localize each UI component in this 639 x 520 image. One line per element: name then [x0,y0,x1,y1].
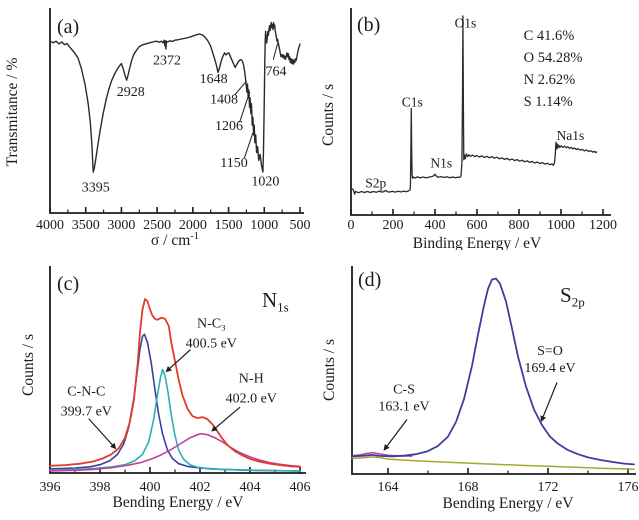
annotation-leader [215,406,241,429]
annotation-leader [239,91,251,123]
x-tick-label: 0 [348,218,355,233]
annotation-text: O 54.28% [524,50,583,66]
annotation-arrowhead [110,442,117,450]
panel-letter: (b) [357,14,380,36]
x-tick-label: 168 [458,480,479,495]
annotation-text: N1s [430,156,452,171]
x-tick-label: 500 [290,218,311,233]
series-xps-survey [350,15,598,195]
annotation-text: C-N-C [67,385,105,400]
x-tick-label: 398 [90,480,111,495]
x-tick-label: 3500 [72,218,100,233]
annotation-text: 1206 [215,119,243,134]
x-tick-label: 406 [290,480,311,495]
annotation-leader [234,80,247,96]
x-tick-label: 404 [240,480,261,495]
annotation-text: S2p [365,175,386,190]
x-axis-title: Bending Energy / eV [112,494,244,511]
annotation-text: 400.5 eV [186,336,237,351]
panel-letter: (d) [358,269,381,291]
series-envelope-n1s [49,298,301,468]
corner-label: N1s [262,288,289,315]
annotation-text: C-S [393,382,415,397]
x-tick-label: 396 [40,480,61,495]
x-tick-label: 176 [618,480,639,495]
x-tick-label: 2000 [179,218,207,233]
y-axis-title: Counts / s [321,339,338,401]
panel-letter: (c) [57,273,79,295]
annotation-text: 1648 [200,72,228,87]
annotation-text: 399.7 eV [61,405,112,420]
annotation-text: 3395 [82,181,110,196]
series-ftir-spectrum [49,21,301,173]
y-axis-title: Counts / s [20,334,37,396]
x-tick-label: 600 [467,218,488,233]
series-component-nh [49,432,301,472]
annotation-text: N 2.62% [524,72,576,88]
x-tick-label: 1500 [215,218,243,233]
annotation-leader [169,349,191,369]
annotation-arrowhead [211,425,218,432]
series-component-nc3 [49,368,301,472]
annotation-leader [243,132,254,159]
annotation-leader [386,419,408,447]
panel-a-ftir-spectrum: 4000 3500 3000 2500 2000 1500 1000 500 3395 2928 2… [4,8,311,249]
annotation-arrowhead [165,365,172,373]
annotation-text: 1150 [220,156,247,171]
x-tick-label: 400 [425,218,446,233]
panel-d-s2p-spectrum: 164 168 172 176 C-S 163.1 eV S=O 169.4 eV Bendin… [321,266,639,512]
annotation-leader [88,418,113,446]
x-tick-label: 2500 [143,218,171,233]
axes [351,266,636,475]
panel-b-xps-survey: 0 200 400 600 800 1000 1200 S2p C1s N1s O1s Na1s C 4… [320,8,617,250]
annotation-text: C 41.6% [524,28,575,44]
x-tick-label: 1200 [589,218,617,233]
annotation-arrowhead [383,444,390,451]
x-tick-label: 402 [190,480,211,495]
x-tick-label: 200 [383,218,404,233]
x-tick-label: 1000 [547,218,575,233]
x-axis-title: σ / cm-1 [151,231,199,249]
y-axis-title: Transmitance / % [4,58,21,167]
annotation-text: 402.0 eV [226,391,277,406]
annotation-text: O1s [455,16,477,31]
x-tick-label: 3000 [107,218,135,233]
annotation-text: 2372 [153,54,181,69]
annotation-text: C1s [402,95,423,110]
corner-label: S2p [560,283,585,310]
panel-letter: (a) [57,16,79,38]
annotation-text: 1020 [251,175,279,190]
x-tick-label: 164 [378,480,399,495]
x-axis-title: Bending Energy / eV [442,495,574,512]
series-peak-so [351,277,635,466]
x-tick-label: 172 [538,480,559,495]
x-tick-label: 4000 [36,218,64,233]
series-baseline [351,456,635,470]
annotation-text: 163.1 eV [378,399,429,414]
annotation-arrowhead [540,415,547,422]
annotation-text: S=O [537,344,563,359]
annotation-text: 764 [266,64,287,79]
annotation-leader [272,43,279,60]
y-axis-title: Counts / s [320,84,337,146]
annotation-leader [542,382,558,417]
x-tick-label: 400 [140,480,161,495]
annotation-text: 1408 [210,93,238,108]
x-axis-title: Binding Energy / eV [413,235,542,250]
annotation-text: Na1s [557,128,585,143]
annotation-text: S 1.14% [524,94,573,110]
panel-c-n1s-spectrum: 396 398 400 402 404 406 C-N-C 399.7 eV N-C3 400.5… [20,266,311,511]
annotation-text: 169.4 eV [524,361,575,376]
annotation-text: N-H [239,371,264,386]
x-tick-label: 800 [509,218,530,233]
x-tick-label: 1000 [250,218,278,233]
annotation-text: 2928 [117,85,145,100]
annotation-text: N-C3 [197,316,225,332]
